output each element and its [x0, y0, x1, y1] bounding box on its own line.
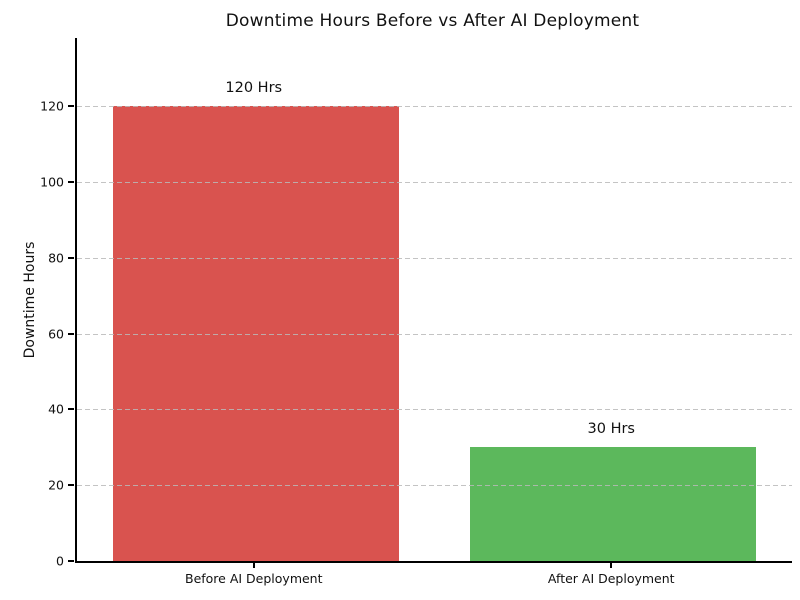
y-axis-tick — [68, 181, 74, 183]
y-tick-label: 100 — [40, 174, 64, 190]
plot-area — [75, 38, 792, 563]
y-gridline — [77, 409, 792, 411]
x-axis-tick — [252, 563, 255, 568]
y-axis-tick — [68, 256, 74, 259]
bar-value-label: 30 Hrs — [587, 421, 635, 438]
y-tick-label: 0 — [56, 553, 64, 569]
y-tick-label: 40 — [48, 401, 64, 417]
y-gridline — [77, 333, 792, 335]
y-axis-tick — [68, 332, 74, 335]
y-axis-tick — [68, 105, 74, 108]
y-tick-label: 80 — [48, 250, 64, 266]
chart-title: Downtime Hours Before vs After AI Deploy… — [225, 11, 640, 31]
y-tick-label: 120 — [40, 98, 64, 114]
y-gridline — [77, 182, 792, 183]
x-tick-label: After AI Deployment — [547, 571, 675, 586]
y-axis-tick — [68, 484, 74, 487]
y-tick-label: 60 — [48, 326, 64, 342]
y-gridline — [77, 485, 792, 487]
bar-value-label: 120 Hrs — [225, 80, 283, 97]
y-axis-tick — [68, 560, 74, 562]
x-axis-tick — [610, 563, 613, 568]
y-tick-label: 20 — [48, 477, 64, 493]
chart-bar — [470, 447, 757, 561]
y-gridline — [77, 257, 792, 259]
x-tick-label: Before AI Deployment — [184, 571, 323, 586]
y-gridline — [77, 106, 792, 108]
y-axis-tick — [68, 408, 74, 411]
